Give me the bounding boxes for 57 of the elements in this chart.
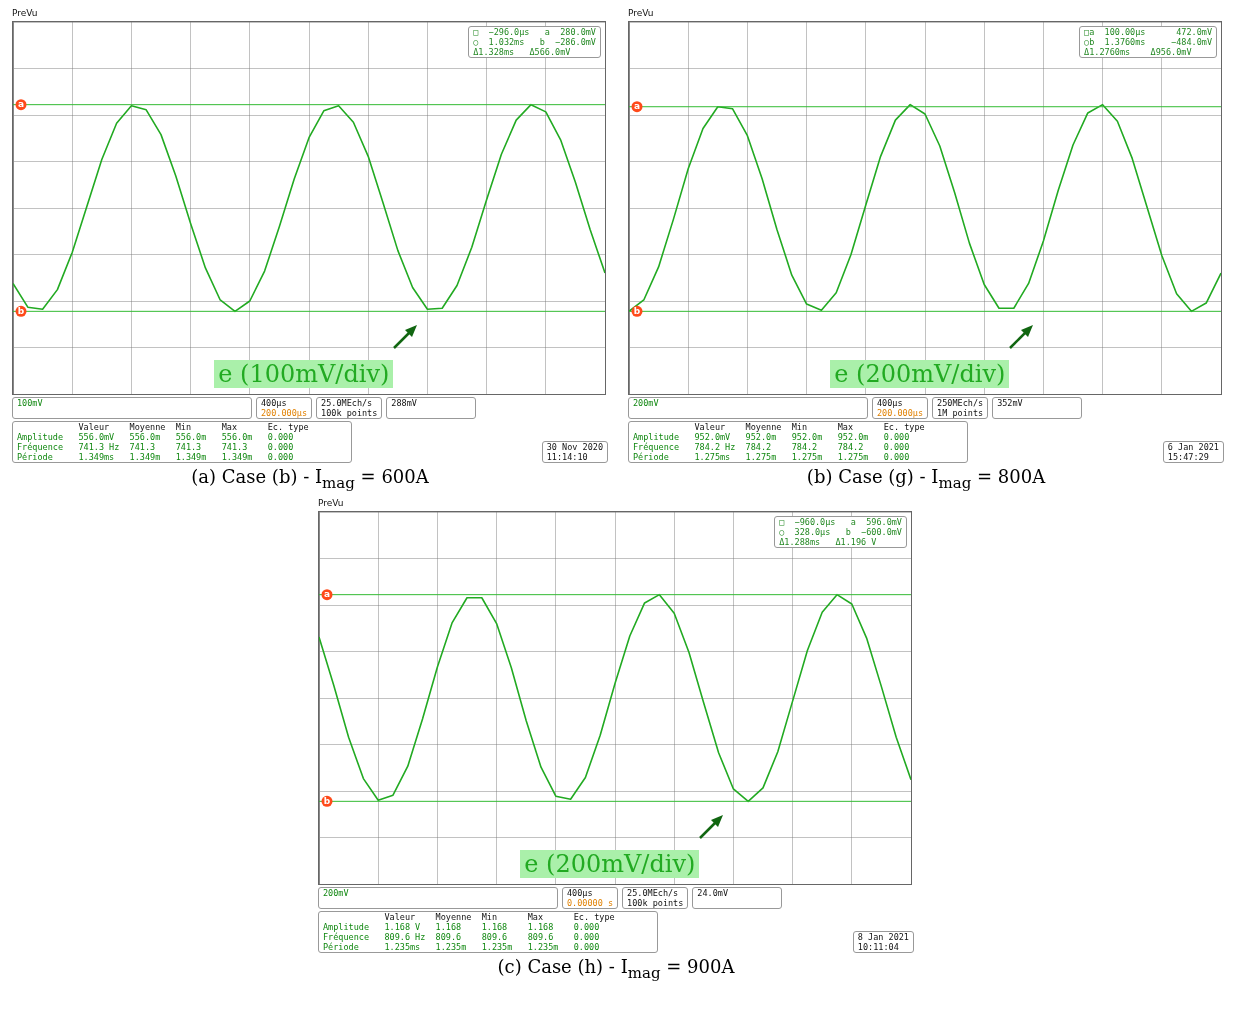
text: PreVu bbox=[12, 8, 39, 20]
text: Période 1.349ms 1.349m 1.349m 1.349m 0.000 bbox=[17, 452, 295, 462]
text: 30 Nov 2020 bbox=[546, 442, 603, 452]
text: e (200mV/div) bbox=[830, 360, 1010, 388]
text: ○ 328.0µs b −600.0mV bbox=[779, 527, 902, 537]
text: ○ 1.032ms b −286.0mV bbox=[473, 37, 596, 47]
text: 8 Jan 2021 bbox=[857, 932, 909, 942]
ref-line-label: a bbox=[17, 99, 25, 110]
text: Amplitude 952.0mV 952.0m 952.0m 952.0m 0.000 bbox=[633, 432, 911, 442]
text: Amplitude 1.168 V 1.168 1.168 1.168 0.000 bbox=[323, 922, 601, 932]
text: 11:14:10 bbox=[546, 452, 588, 462]
text: 200mV bbox=[318, 887, 558, 909]
ref-line-label: b bbox=[633, 305, 641, 316]
text: Fréquence 741.3 Hz 741.3 741.3 741.3 0.000 bbox=[17, 442, 295, 452]
text: Valeur Moyenne Min Max Ec. type bbox=[77, 422, 310, 432]
text: Δ1.2760ms Δ956.0mV bbox=[1084, 47, 1193, 57]
text: 15:47:29 bbox=[1167, 452, 1209, 462]
text: PreVu bbox=[318, 498, 345, 510]
text: 352mV bbox=[992, 397, 1083, 419]
text: Δ1.288ms Δ1.196 V bbox=[779, 537, 878, 547]
text: 0.00000 s bbox=[567, 898, 614, 908]
text: 100k points bbox=[627, 898, 684, 908]
text: 25.0MEch/s bbox=[627, 888, 679, 898]
ref-line-label: a bbox=[633, 101, 641, 112]
text: Δ1.328ms Δ566.0mV bbox=[473, 47, 572, 57]
text: e (200mV/div) bbox=[520, 850, 700, 878]
text: 200.000µs bbox=[877, 408, 924, 418]
text: Période 1.275ms 1.275m 1.275m 1.275m 0.000 bbox=[633, 452, 911, 462]
text: 6 Jan 2021 bbox=[1167, 442, 1219, 452]
text: e (100mV/div) bbox=[214, 360, 394, 388]
ref-line-label: b bbox=[323, 795, 331, 806]
ref-line-label: a bbox=[323, 589, 331, 600]
text: 10:11:04 bbox=[857, 942, 899, 952]
text: 288mV bbox=[386, 397, 477, 419]
text: 100k points bbox=[321, 408, 378, 418]
text: Amplitude 556.0mV 556.0m 556.0m 556.0m 0.000 bbox=[17, 432, 295, 442]
text: 200mV bbox=[628, 397, 868, 419]
text: 100mV bbox=[12, 397, 252, 419]
text: 250MEch/s bbox=[937, 398, 984, 408]
text: □ −960.0µs a 596.0mV bbox=[779, 517, 902, 527]
text: Fréquence 784.2 Hz 784.2 784.2 784.2 0.000 bbox=[633, 442, 911, 452]
text: (b) Case (g) - I$_{mag}$ = 800A bbox=[805, 465, 1047, 494]
text: ○b 1.3760ms −484.0mV bbox=[1084, 37, 1212, 47]
text: □ −296.0µs a 280.0mV bbox=[473, 27, 596, 37]
ref-line-label: b bbox=[17, 305, 25, 316]
text: 200.000µs bbox=[261, 408, 308, 418]
text: Valeur Moyenne Min Max Ec. type bbox=[383, 912, 616, 922]
text: (c) Case (h) - I$_{mag}$ = 900A bbox=[496, 955, 736, 984]
text: Fréquence 809.6 Hz 809.6 809.6 809.6 0.000 bbox=[323, 932, 601, 942]
text: □a 100.00µs 472.0mV bbox=[1084, 27, 1212, 37]
text: 25.0MEch/s bbox=[321, 398, 373, 408]
text: Période 1.235ms 1.235m 1.235m 1.235m 0.000 bbox=[323, 942, 601, 952]
text: PreVu bbox=[628, 8, 655, 20]
text: 1M points bbox=[937, 408, 984, 418]
text: (a) Case (b) - I$_{mag}$ = 600A bbox=[190, 465, 430, 494]
text: 24.0mV bbox=[692, 887, 783, 909]
text: Valeur Moyenne Min Max Ec. type bbox=[693, 422, 926, 432]
